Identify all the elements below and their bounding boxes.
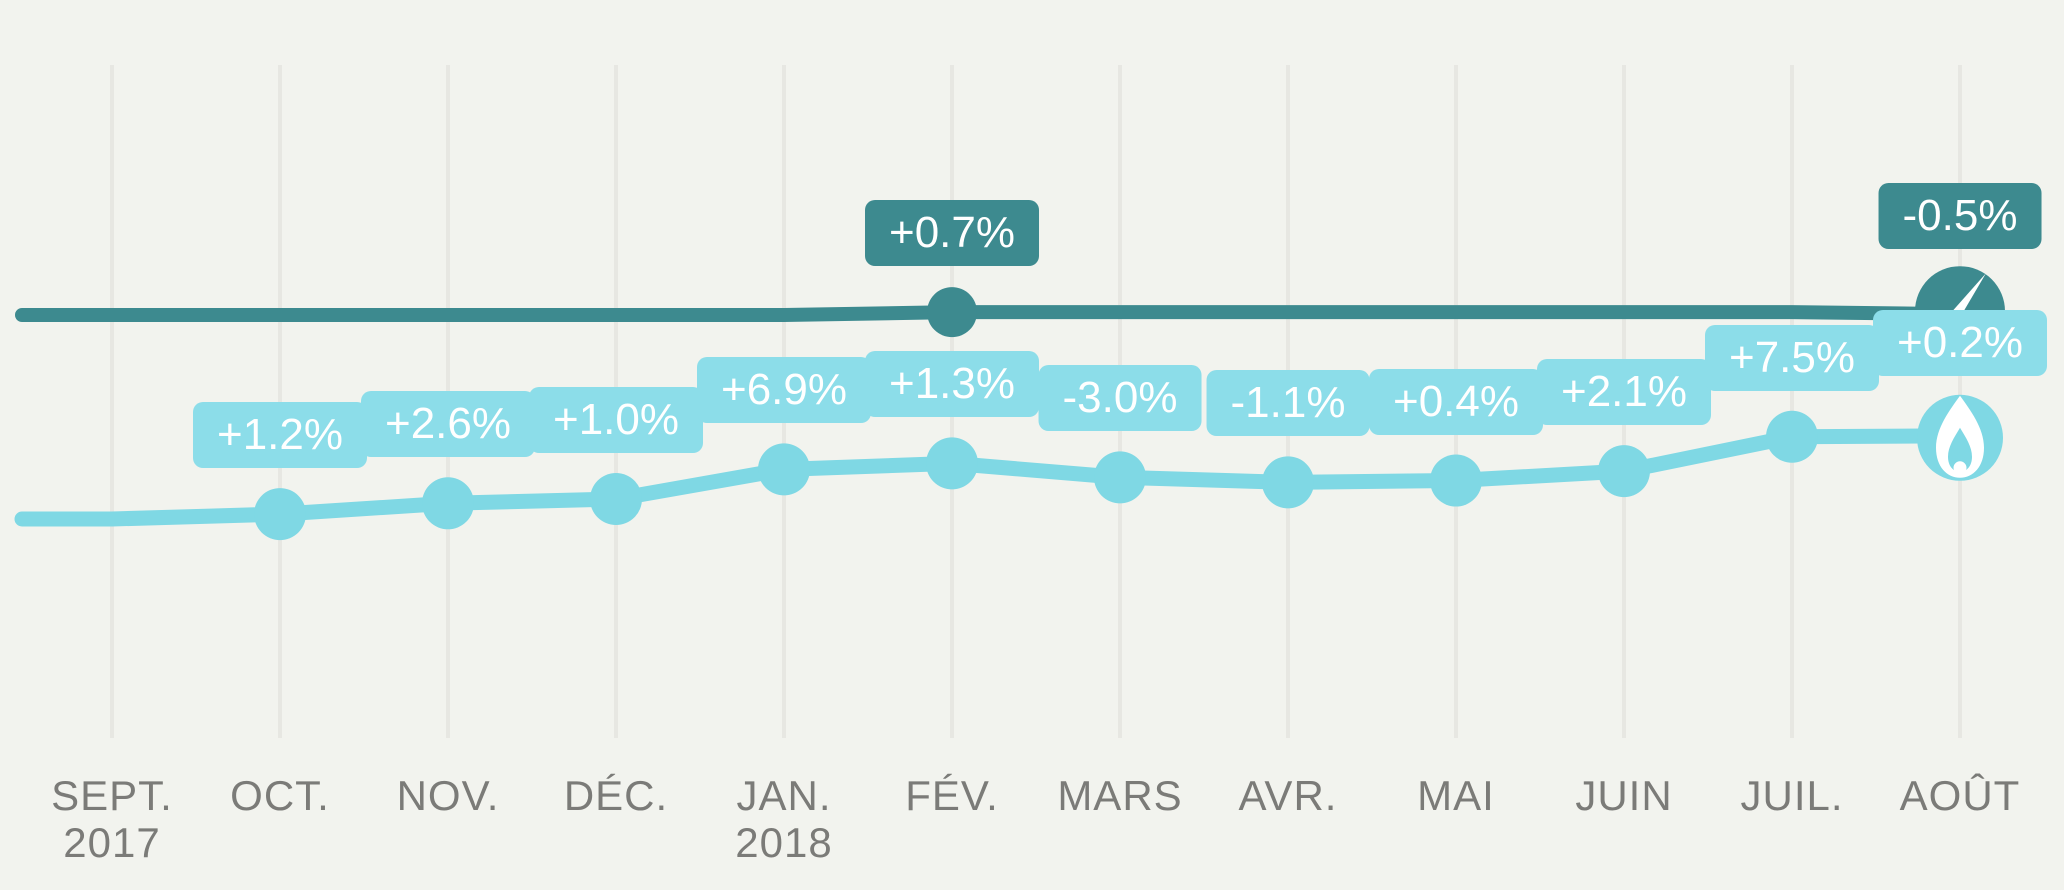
electricity-point-5[interactable] xyxy=(927,287,977,338)
gas-badge-1: +1.2% xyxy=(193,402,367,469)
gas-badge-2: +2.6% xyxy=(361,391,535,458)
x-label-mars: MARS xyxy=(1010,772,1230,819)
x-label-avr: AVR. xyxy=(1178,772,1398,819)
gas-badge-10: +7.5% xyxy=(1705,324,1879,391)
x-label-déc: DÉC. xyxy=(506,772,726,819)
month-label: DÉC. xyxy=(563,772,669,819)
x-label-nov: NOV. xyxy=(338,772,558,819)
gas-point-9[interactable] xyxy=(1598,445,1650,498)
month-label: SEPT. xyxy=(51,772,173,819)
x-label-sept: SEPT. 2017 xyxy=(2,772,222,866)
gas-badge-9: +2.1% xyxy=(1537,359,1711,426)
month-label: OCT. xyxy=(230,772,330,819)
gas-point-10[interactable] xyxy=(1766,410,1818,463)
gas-badge-7: -1.1% xyxy=(1206,370,1370,437)
gas-point-7[interactable] xyxy=(1262,456,1314,509)
gas-point-2[interactable] xyxy=(422,477,474,530)
gas-point-6[interactable] xyxy=(1094,451,1146,504)
month-label: NOV. xyxy=(396,772,500,819)
gas-badge-5: +1.3% xyxy=(865,351,1039,418)
gas-badge-3: +1.0% xyxy=(529,387,703,454)
month-label: JAN. xyxy=(736,772,832,819)
x-label-mai: MAI xyxy=(1346,772,1566,819)
gas-badge-6: -3.0% xyxy=(1038,365,1202,432)
month-label: MAI xyxy=(1417,772,1495,819)
gas-badge-11: +0.2% xyxy=(1873,309,2047,376)
gas-point-1[interactable] xyxy=(254,488,306,541)
month-label: JUIL. xyxy=(1740,772,1844,819)
gas-data-points xyxy=(254,410,1818,541)
electricity-data-points xyxy=(927,287,977,338)
electricity-line xyxy=(15,305,1967,322)
month-label: AOÛT xyxy=(1899,772,2021,819)
month-label: MARS xyxy=(1057,772,1183,819)
x-label-juil: JUIL. xyxy=(1682,772,1902,819)
x-label-fév: FÉV. xyxy=(842,772,1062,819)
x-label-juin: JUIN xyxy=(1514,772,1734,819)
month-label: JUIN xyxy=(1575,772,1673,819)
gas-point-3[interactable] xyxy=(590,473,642,526)
x-label-jan: JAN. 2018 xyxy=(674,772,894,866)
x-label-oct: OCT. xyxy=(170,772,390,819)
gas-flame-icon[interactable] xyxy=(1917,394,2003,481)
x-label-août: AOÛT xyxy=(1850,772,2064,819)
year-label: 2017 xyxy=(63,819,161,866)
month-label: FÉV. xyxy=(905,772,999,819)
month-label: AVR. xyxy=(1238,772,1338,819)
gas-badge-8: +0.4% xyxy=(1369,368,1543,435)
electricity-badge-11: -0.5% xyxy=(1878,183,2042,250)
year-label: 2018 xyxy=(735,819,833,866)
gas-point-4[interactable] xyxy=(758,443,810,496)
electricity-badge-5: +0.7% xyxy=(865,200,1039,267)
gas-point-5[interactable] xyxy=(926,437,978,490)
gas-badge-4: +6.9% xyxy=(697,357,871,424)
gas-point-8[interactable] xyxy=(1430,454,1482,507)
